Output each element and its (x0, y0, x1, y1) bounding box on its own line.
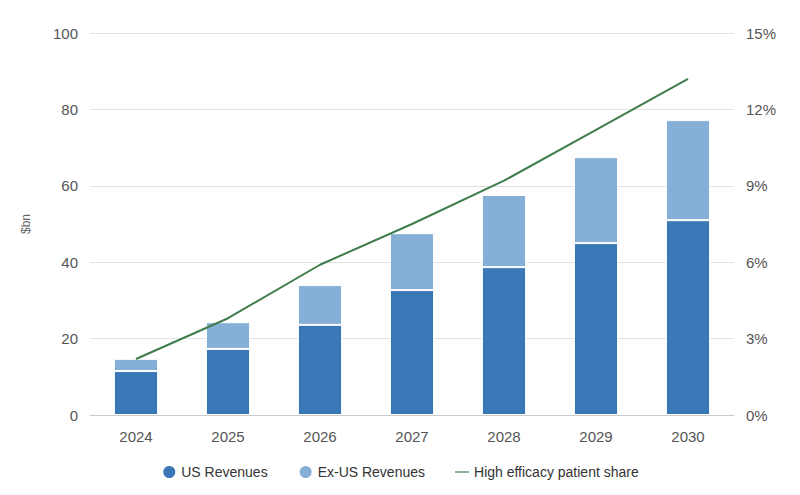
svg-text:2030: 2030 (671, 428, 704, 445)
svg-text:9%: 9% (746, 177, 768, 194)
svg-text:12%: 12% (746, 101, 776, 118)
svg-text:3%: 3% (746, 330, 768, 347)
svg-text:0: 0 (70, 407, 78, 424)
svg-text:0%: 0% (746, 407, 768, 424)
svg-text:80: 80 (61, 101, 78, 118)
svg-text:2028: 2028 (487, 428, 520, 445)
svg-text:2029: 2029 (579, 428, 612, 445)
svg-text:20: 20 (61, 330, 78, 347)
svg-text:40: 40 (61, 254, 78, 271)
svg-text:US Revenues: US Revenues (181, 464, 267, 480)
svg-text:60: 60 (61, 177, 78, 194)
svg-text:6%: 6% (746, 254, 768, 271)
svg-text:High efficacy patient share: High efficacy patient share (474, 464, 639, 480)
svg-text:Ex-US Revenues: Ex-US Revenues (318, 464, 425, 480)
svg-text:2026: 2026 (303, 428, 336, 445)
svg-text:15%: 15% (746, 25, 776, 42)
svg-text:$bn: $bn (19, 214, 33, 234)
svg-text:2024: 2024 (119, 428, 152, 445)
svg-text:100: 100 (53, 25, 78, 42)
svg-text:2025: 2025 (211, 428, 244, 445)
svg-text:2027: 2027 (395, 428, 428, 445)
